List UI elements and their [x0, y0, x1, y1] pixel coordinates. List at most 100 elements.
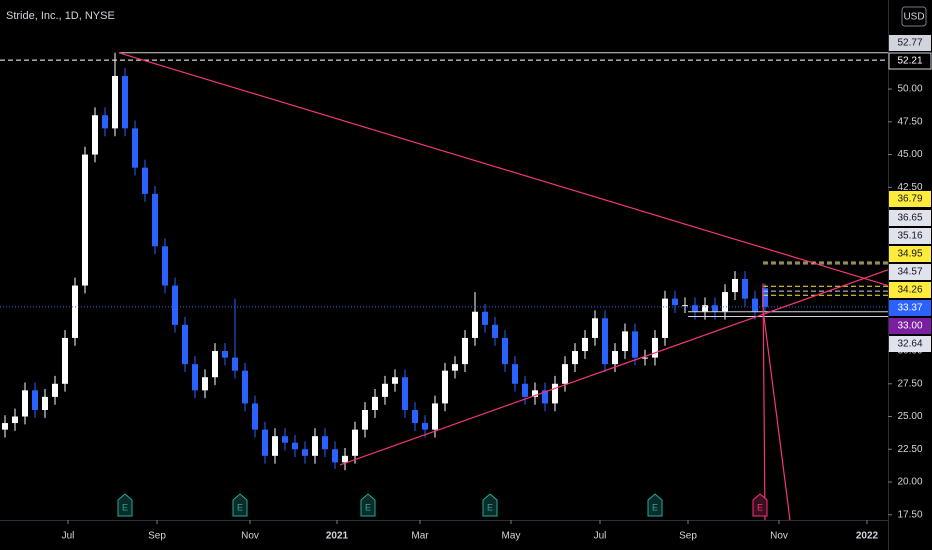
currency-box[interactable]	[901, 6, 927, 27]
trendline	[762, 309, 791, 521]
y-tick-label: 50.00	[897, 84, 922, 95]
candle-body	[102, 115, 108, 129]
x-tick-label: Mar	[411, 531, 429, 542]
candle-body	[692, 305, 698, 312]
candle-body	[222, 351, 228, 358]
y-tick-label: 45.00	[897, 149, 922, 160]
candle-body	[562, 364, 568, 384]
candle-body	[422, 423, 428, 430]
candle-body	[642, 357, 648, 359]
candle-body	[592, 318, 598, 338]
y-tick-label: 27.50	[897, 378, 922, 389]
y-tick-label: 22.50	[897, 444, 922, 455]
candle-body	[712, 305, 718, 312]
candle-body	[632, 331, 638, 358]
x-tick-label: 2021	[326, 531, 349, 542]
price-badge-label: 35.16	[897, 231, 922, 242]
event-marker	[752, 493, 768, 517]
price-badge-label: 34.95	[897, 249, 922, 260]
candle-body	[82, 154, 88, 286]
price-badge-label: 34.26	[897, 285, 922, 296]
x-tick-label: Sep	[679, 531, 697, 542]
candle-body	[42, 396, 48, 410]
candle-body	[342, 455, 348, 463]
candle-body	[202, 377, 208, 391]
price-badge-label: 52.21	[897, 56, 922, 67]
candle-body	[152, 193, 158, 247]
x-tick-label: Nov	[241, 531, 259, 542]
candle-body	[62, 337, 68, 384]
y-tick-label: 42.50	[897, 182, 922, 193]
price-badge-label: 33.37	[897, 303, 922, 314]
candle-body	[652, 337, 658, 358]
price-badge	[889, 336, 931, 352]
price-badge	[889, 210, 931, 226]
candle-body	[742, 278, 748, 299]
currency[interactable]: USD	[903, 12, 924, 23]
candle-body	[392, 377, 398, 384]
event-label: E	[365, 502, 371, 512]
candle-body	[682, 305, 688, 307]
price-badge	[889, 264, 931, 280]
x-tick-label: Jul	[62, 531, 75, 542]
candle-body	[302, 449, 308, 456]
candle-body	[282, 436, 288, 443]
x-tick-label: Jul	[594, 531, 607, 542]
price-badge	[889, 35, 931, 51]
candle-body	[92, 115, 98, 155]
event-label: E	[757, 502, 763, 512]
price-badge	[889, 318, 931, 334]
candle-body	[192, 364, 198, 391]
event-label: E	[122, 502, 128, 512]
candle-body	[472, 311, 478, 338]
candle-body	[722, 292, 728, 312]
candle-body	[2, 423, 8, 430]
candle-body	[502, 337, 508, 365]
candle-body	[22, 390, 28, 417]
candle-body	[32, 390, 38, 410]
price-badge	[888, 52, 932, 70]
candle-body	[732, 278, 738, 293]
x-tick-label: Sep	[148, 531, 166, 542]
candle-body	[702, 305, 708, 312]
price-badge-label: 34.57	[897, 267, 922, 278]
price-badge	[889, 246, 931, 262]
candle-body	[272, 436, 278, 456]
candle-body	[762, 288, 768, 307]
event-marker	[360, 493, 376, 517]
candle-body	[442, 370, 448, 404]
candle-body	[72, 285, 78, 338]
candle-body	[212, 351, 218, 378]
price-badge	[889, 282, 931, 298]
price-badge-label: 36.65	[897, 213, 922, 224]
event-marker	[482, 493, 498, 517]
candle-body	[552, 383, 558, 404]
candle-body	[292, 442, 298, 450]
candle-body	[402, 377, 408, 410]
candle-body	[232, 357, 238, 371]
candle-body	[242, 370, 248, 404]
candle-body	[182, 324, 188, 365]
price-badge-label: 36.79	[897, 194, 922, 205]
candle-body	[482, 311, 488, 325]
candle-body	[382, 383, 388, 397]
y-tick-label: 20.00	[897, 477, 922, 488]
event-label: E	[652, 502, 658, 512]
price-badge-label: 33.00	[897, 321, 922, 332]
price-badge	[889, 191, 931, 207]
candle-body	[522, 383, 528, 397]
candle-body	[262, 429, 268, 456]
candle-body	[322, 436, 328, 450]
candle-body	[132, 128, 138, 168]
x-tick-label: 2022	[856, 531, 879, 542]
trendline	[762, 283, 766, 521]
x-tick-label: Nov	[770, 531, 788, 542]
candle-body	[572, 351, 578, 365]
candle-body	[532, 390, 538, 397]
candle-body	[612, 351, 618, 365]
candle-body	[252, 403, 258, 430]
candle-body	[622, 331, 628, 352]
price-badge	[889, 228, 931, 244]
